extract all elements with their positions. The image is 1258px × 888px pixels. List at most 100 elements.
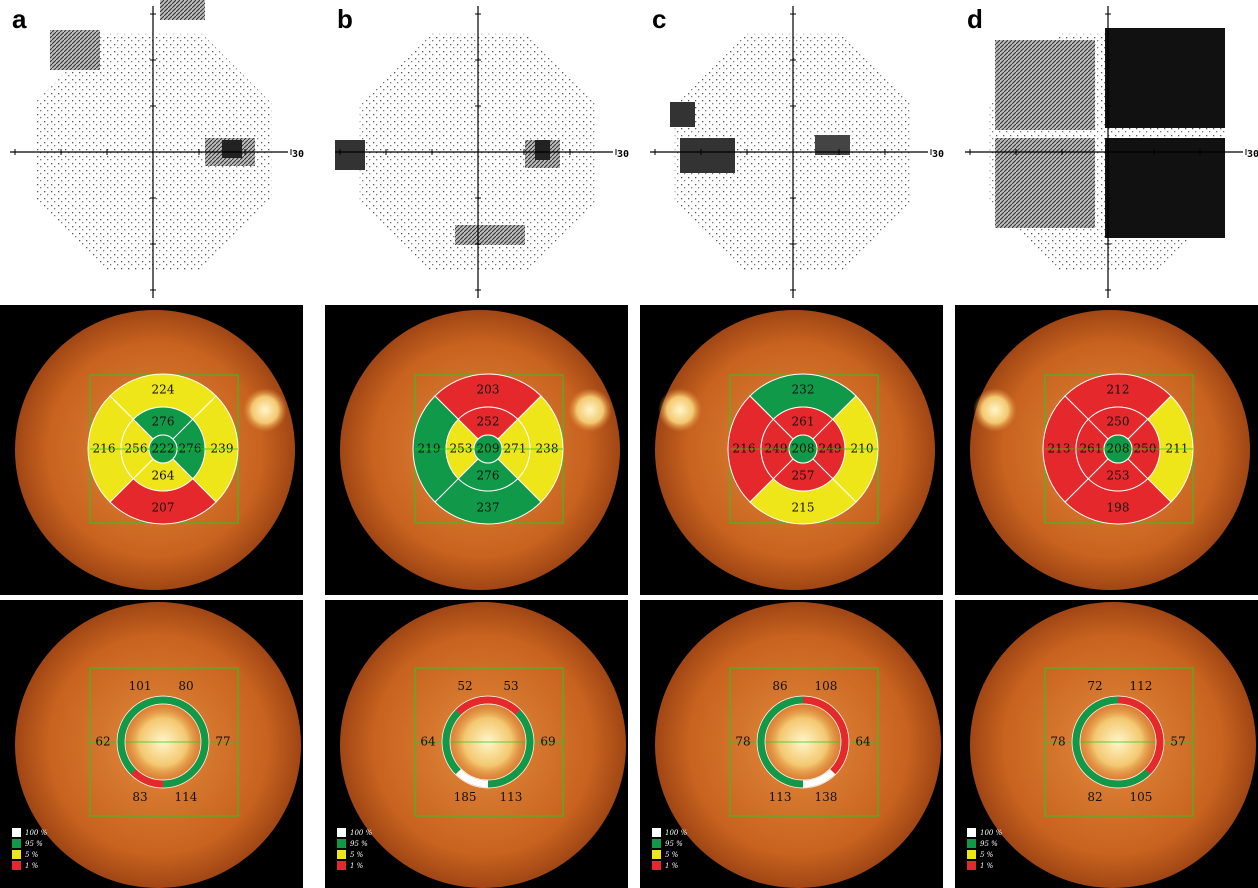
rnfl-value: 78 <box>735 735 750 749</box>
macula-value: 232 <box>792 383 815 397</box>
panel-label: c <box>652 4 666 34</box>
field-axis-label: 30 <box>932 149 944 160</box>
rnfl-value: 105 <box>1130 790 1153 804</box>
legend-swatch <box>337 828 346 837</box>
legend-swatch <box>12 861 21 870</box>
legend-label: 100 % <box>980 829 1003 837</box>
legend-label: 95 % <box>665 840 683 848</box>
macula-value: 213 <box>1048 442 1071 456</box>
rnfl-value: 86 <box>772 679 787 693</box>
legend-label: 95 % <box>980 840 998 848</box>
legend-label: 100 % <box>665 829 688 837</box>
macula-value: 276 <box>179 442 202 456</box>
macula-value: 249 <box>819 442 842 456</box>
macula-value: 276 <box>152 415 175 429</box>
macula-value: 253 <box>1107 469 1130 483</box>
legend-swatch <box>12 839 21 848</box>
legend-label: 1 % <box>665 862 679 870</box>
macula-value: 215 <box>792 501 815 515</box>
rnfl-value: 53 <box>503 679 518 693</box>
optic-disc <box>658 388 702 432</box>
rnfl-value: 82 <box>1087 790 1102 804</box>
macula-value: 249 <box>765 442 788 456</box>
figure: a302242392072162762762642562226210180771… <box>0 0 1258 888</box>
rnfl-value: 72 <box>1087 679 1102 693</box>
rnfl-value: 113 <box>500 790 523 804</box>
macula-value: 212 <box>1107 383 1130 397</box>
field-defect <box>995 40 1095 130</box>
rnfl-value: 62 <box>95 735 110 749</box>
legend-swatch <box>967 839 976 848</box>
rnfl-value: 83 <box>132 790 147 804</box>
optic-disc <box>973 388 1017 432</box>
macula-value: 203 <box>477 383 500 397</box>
rnfl-value: 108 <box>815 679 838 693</box>
macula-value: 224 <box>152 383 175 397</box>
rnfl-value: 64 <box>855 735 871 749</box>
legend-label: 5 % <box>665 851 679 859</box>
macula-value: 237 <box>477 501 500 515</box>
legend-swatch <box>652 861 661 870</box>
field-defect <box>222 140 242 158</box>
macula-value: 209 <box>477 442 500 456</box>
macula-value: 250 <box>1134 442 1157 456</box>
macula-value: 250 <box>1107 415 1130 429</box>
field-defect <box>160 0 205 20</box>
optic-disc <box>568 388 612 432</box>
macula-value: 264 <box>152 469 175 483</box>
macula-value: 208 <box>792 442 815 456</box>
legend-label: 5 % <box>25 851 39 859</box>
field-defect <box>1105 28 1225 128</box>
macula-value: 257 <box>792 469 815 483</box>
rnfl-value: 113 <box>769 790 792 804</box>
legend-swatch <box>652 828 661 837</box>
legend-label: 100 % <box>350 829 373 837</box>
rnfl-value: 64 <box>420 735 436 749</box>
field-axis-label: 30 <box>617 149 629 160</box>
legend-label: 100 % <box>25 829 48 837</box>
rnfl-value: 80 <box>178 679 193 693</box>
legend-label: 1 % <box>25 862 39 870</box>
macula-value: 216 <box>733 442 756 456</box>
legend-swatch <box>967 861 976 870</box>
panel-label: b <box>337 4 353 34</box>
macula-value: 222 <box>152 442 175 456</box>
rnfl-value: 112 <box>1130 679 1153 693</box>
rnfl-value: 78 <box>1050 735 1065 749</box>
legend-label: 95 % <box>25 840 43 848</box>
field-defect <box>670 102 695 127</box>
macula-value: 216 <box>93 442 116 456</box>
macula-value: 208 <box>1107 442 1130 456</box>
legend-swatch <box>337 839 346 848</box>
rnfl-value: 114 <box>175 790 198 804</box>
macula-value: 276 <box>477 469 500 483</box>
legend-swatch <box>337 850 346 859</box>
field-axis-label: 30 <box>292 149 304 160</box>
macula-value: 219 <box>418 442 441 456</box>
macula-value: 239 <box>211 442 234 456</box>
panel: a302242392072162762762642562226210180771… <box>0 0 304 888</box>
rnfl-value: 69 <box>540 735 555 749</box>
legend-swatch <box>12 850 21 859</box>
field-axis-label: 30 <box>1247 149 1258 160</box>
macula-value: 271 <box>504 442 527 456</box>
macula-value: 261 <box>792 415 815 429</box>
legend-swatch <box>967 828 976 837</box>
panel-label: a <box>12 4 27 34</box>
macula-value: 238 <box>536 442 559 456</box>
legend-swatch <box>12 828 21 837</box>
legend-swatch <box>967 850 976 859</box>
legend-swatch <box>337 861 346 870</box>
legend-swatch <box>652 839 661 848</box>
rnfl-value: 101 <box>129 679 152 693</box>
macula-value: 211 <box>1166 442 1189 456</box>
legend-label: 1 % <box>980 862 994 870</box>
rnfl-value: 77 <box>215 735 230 749</box>
macula-value: 261 <box>1080 442 1103 456</box>
legend-swatch <box>652 850 661 859</box>
legend-label: 95 % <box>350 840 368 848</box>
legend-label: 5 % <box>350 851 364 859</box>
